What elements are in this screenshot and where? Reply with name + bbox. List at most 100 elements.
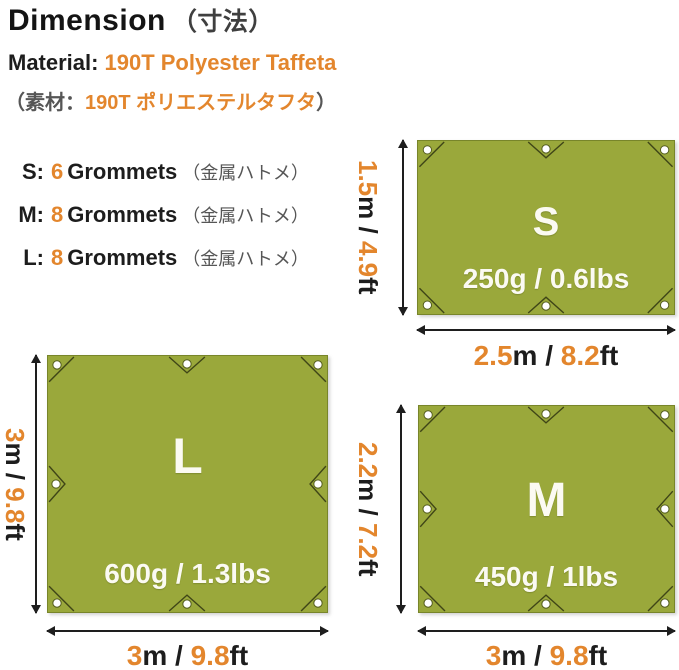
grommet-icon xyxy=(541,409,551,419)
height-arrow-l xyxy=(31,354,40,614)
tarp-letter-s: S xyxy=(532,200,560,245)
grommet-jp-label: （金属ハトメ） xyxy=(182,163,309,183)
height-feet-value-m: 7.2 xyxy=(353,522,383,559)
corner-patch-icon xyxy=(647,406,674,433)
corner-patch-icon xyxy=(647,287,674,314)
width-meters-unit-s: m / xyxy=(512,340,561,371)
material-jp-open-paren: （素材： xyxy=(5,92,85,114)
width-arrow-m xyxy=(417,626,676,635)
grommet-icon xyxy=(659,300,670,310)
grommet-icon xyxy=(51,479,61,489)
grommet-icon xyxy=(313,360,323,370)
grommet-icon xyxy=(541,599,551,609)
tarp-letter-l: L xyxy=(172,427,203,484)
height-feet-unit-m: ft xyxy=(353,558,383,577)
edge-patch-icon xyxy=(527,141,565,159)
grommet-jp-label: （金属ハトメ） xyxy=(182,249,309,269)
tarp-weight-l: 600g / 1.3lbs xyxy=(104,557,271,589)
grommet-icon xyxy=(660,504,670,514)
grommet-icon xyxy=(52,598,62,608)
tarp-s: S 250g / 0.6lbs xyxy=(417,140,675,315)
grommet-icon xyxy=(422,504,432,514)
corner-patch-icon xyxy=(48,585,75,612)
width-label-m: 3m / 9.8ft xyxy=(418,640,675,670)
grommet-text: Grommets xyxy=(67,159,178,184)
page-title-en: Dimension xyxy=(8,4,166,37)
width-feet-value-l: 9.8 xyxy=(190,640,230,670)
width-meters-value-s: 2.5 xyxy=(473,340,513,371)
grommet-count: 8 xyxy=(51,245,64,270)
grommet-icon xyxy=(541,301,551,311)
height-label-s: 1.5m / 4.9ft xyxy=(352,140,383,315)
edge-patch-icon xyxy=(168,356,206,374)
width-meters-unit-l: m / xyxy=(142,640,191,670)
corner-patch-icon xyxy=(300,356,327,383)
page-title-jp: （寸法） xyxy=(171,8,274,36)
page-title: Dimension （寸法） xyxy=(8,2,274,38)
tarp-decorations-l xyxy=(48,356,327,612)
edge-patch-icon xyxy=(168,594,206,612)
grommet-icon xyxy=(182,359,192,369)
width-meters-value-m: 3 xyxy=(485,640,502,670)
height-feet-unit-l: ft xyxy=(0,523,30,541)
tarp-letter-m: M xyxy=(526,473,567,527)
height-feet-unit-s: ft xyxy=(353,277,383,295)
edge-patch-icon xyxy=(527,406,565,424)
grommet-size-label: S: xyxy=(22,159,44,184)
grommet-text: Grommets xyxy=(67,245,178,270)
edge-patch-icon xyxy=(656,490,674,528)
height-label-l: 3m / 9.8ft xyxy=(0,355,30,613)
grommet-icon xyxy=(660,598,670,608)
corner-patch-icon xyxy=(48,356,75,383)
width-label-l: 3m / 9.8ft xyxy=(47,640,328,670)
grommet-icon xyxy=(422,300,433,310)
tarp-decorations-s xyxy=(418,141,674,314)
edge-patch-icon xyxy=(527,594,565,612)
height-meters-value-l: 3 xyxy=(0,427,30,443)
width-label-s: 2.5m / 8.2ft xyxy=(417,340,675,372)
edge-patch-icon xyxy=(48,465,66,503)
tarp-decorations-m xyxy=(419,406,674,612)
corner-patch-icon xyxy=(419,585,446,612)
corner-patch-icon xyxy=(300,585,327,612)
material-label: Material: xyxy=(8,50,99,75)
grommet-list-item-s: S: 6 Grommets （金属ハトメ） xyxy=(8,150,309,193)
grommet-count: 6 xyxy=(51,159,64,184)
height-feet-value-l: 9.8 xyxy=(0,486,30,524)
grommet-icon xyxy=(659,145,670,155)
grommet-count: 8 xyxy=(51,202,64,227)
grommet-icon xyxy=(423,598,433,608)
height-label-m: 2.2m / 7.2ft xyxy=(352,405,383,613)
width-feet-unit-l: ft xyxy=(229,640,249,670)
tarp-weight-s: 250g / 0.6lbs xyxy=(462,263,630,295)
grommet-size-label: L: xyxy=(23,245,44,270)
grommet-icon xyxy=(423,410,433,420)
width-feet-unit-s: ft xyxy=(599,340,619,371)
height-meters-unit-m: m / xyxy=(353,477,383,523)
height-arrow-m xyxy=(396,404,405,614)
width-arrow-s xyxy=(416,325,676,334)
grommet-icon xyxy=(182,599,192,609)
material-line-jp: （素材：190T ポリエステルタフタ） xyxy=(5,86,336,115)
height-feet-value-s: 4.9 xyxy=(353,241,383,278)
corner-patch-icon xyxy=(647,141,674,168)
width-feet-value-m: 9.8 xyxy=(549,640,589,670)
tarp-m: M 450g / 1lbs xyxy=(418,405,675,613)
grommet-icon xyxy=(660,410,670,420)
material-line: Material: 190T Polyester Taffeta xyxy=(8,50,336,76)
grommet-icon xyxy=(313,479,323,489)
width-feet-value-s: 8.2 xyxy=(560,340,600,371)
height-meters-unit-s: m / xyxy=(353,196,383,242)
tarp-weight-m: 450g / 1lbs xyxy=(474,560,619,592)
edge-patch-icon xyxy=(309,465,327,503)
grommet-list-item-m: M: 8 Grommets （金属ハトメ） xyxy=(8,193,309,236)
grommet-size-label: M: xyxy=(18,202,44,227)
grommet-icon xyxy=(52,360,62,370)
material-jp-close-paren: ） xyxy=(316,92,337,114)
corner-patch-icon xyxy=(418,287,445,314)
width-feet-unit-m: ft xyxy=(588,640,608,670)
width-meters-value-l: 3 xyxy=(126,640,143,670)
grommet-text: Grommets xyxy=(67,202,178,227)
width-arrow-l xyxy=(46,626,329,635)
